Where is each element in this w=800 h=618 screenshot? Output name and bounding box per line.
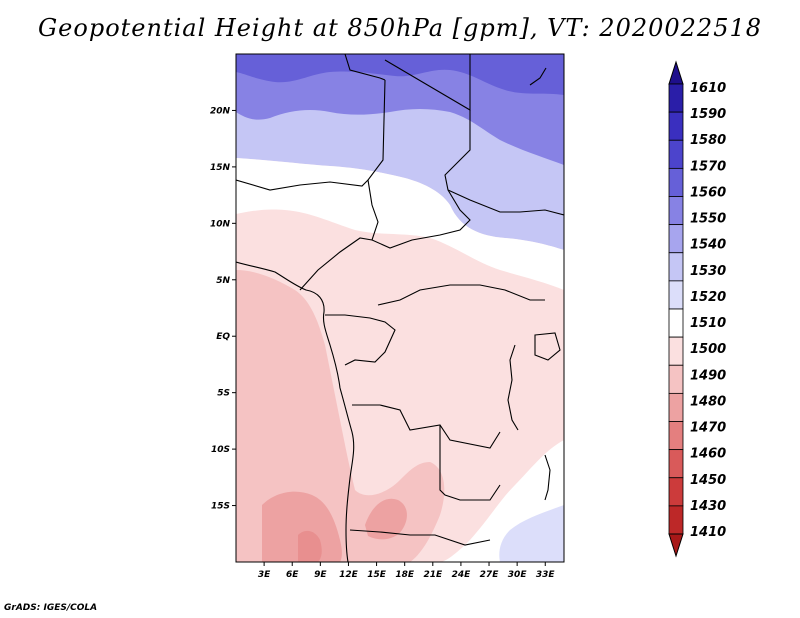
colorbar-cell [668,224,684,254]
colorbar-label: 1520 [690,290,726,305]
colorbar-cell [668,139,684,169]
colorbar-label: 1540 [690,238,726,253]
lon-tick-label: 9E [314,570,327,580]
colorbar-label: 1550 [690,212,726,227]
map-frame [235,53,565,563]
colorbar-cell [668,280,684,310]
lat-tick-label: 5S [217,389,230,399]
colorbar-top-arrow [668,60,684,85]
band-1550 [236,54,564,165]
lon-tick-label: 33E [536,570,556,580]
band-1470 [298,530,322,562]
colorbar-cell [668,364,684,394]
west-africa-coast [236,261,355,562]
lat-tick-label: 20N [210,106,231,116]
lon-tick-label: 12E [339,570,359,580]
colorbar-label: 1430 [690,499,726,514]
lon-tick-label: 6E [286,570,299,580]
lat-tick-label: 15S [211,502,230,512]
band-1480-angola [365,498,407,540]
band-1560 [236,54,564,95]
band-1530-south [499,505,564,562]
congo-border [325,314,396,366]
colorbar-cell [668,252,684,282]
lat-tick-label: 10N [210,219,231,229]
latitude-axis: 20N 15N 10N 5N EQ 5S 10S 15S [210,106,236,512]
car-drc-border [377,284,545,306]
colorbar-cell [668,477,684,507]
niger-nigeria-border [236,179,369,191]
colorbar-label: 1450 [690,473,726,488]
lon-tick-label: 27E [480,570,500,580]
namibia-border [349,529,491,546]
colorbar-cell [668,505,684,535]
nigeria-cameroon-border [299,237,373,291]
colorbar-label: 1510 [690,316,726,331]
colorbar-label: 1610 [690,81,726,96]
libya-algeria-border [344,54,386,81]
great-lakes [507,344,519,431]
colorbar-cell [668,392,684,422]
red-sea-coast [529,67,547,86]
colorbar-cell [668,196,684,226]
colorbar-cell [668,336,684,366]
lat-tick-label: 10S [211,445,230,455]
angola-zambia-border [439,425,501,501]
colorbar-label: 1410 [690,525,726,540]
colorbar-label: 1500 [690,342,726,357]
lon-tick-label: 21E [423,570,443,580]
colorbar-legend: 1610 1590 1580 1570 1560 1550 1540 1530 1520 1510… [668,60,726,558]
lake-victoria [534,332,561,361]
colorbar-label: 1570 [690,159,726,174]
band-1490 [236,270,445,562]
colorbar-cell [668,421,684,451]
lon-tick-label: 30E [508,570,528,580]
lon-tick-label: 18E [395,570,415,580]
colorbar-cell [668,308,684,338]
colorbar-label: 1460 [690,447,726,462]
band-1510 [236,158,564,290]
colorbar-cell [668,111,684,141]
colorbar-label: 1590 [690,107,726,122]
colorbar-bottom-arrow [668,533,684,558]
grads-credit: GrADS: IGES/COLA [4,603,98,613]
map-title: Geopotential Height at 850hPa [gpm], VT:… [38,14,762,42]
colorbar-label: 1560 [690,185,726,200]
colorbar-label: 1480 [690,394,726,409]
height-field [236,54,564,562]
lat-tick-label: 15N [210,163,231,173]
lon-tick-label: 24E [452,570,472,580]
band-1480 [262,491,342,562]
lon-tick-label: 15E [367,570,387,580]
colorbar-label: 1580 [690,133,726,148]
lon-tick-label: 3E [258,570,271,580]
lat-tick-label: 5N [216,276,230,286]
longitude-axis: 3E 6E 9E 12E 15E 18E 21E 24E 27E 30E 33E [258,562,556,580]
lat-tick-label: EQ [216,332,230,342]
boundaries [236,54,564,562]
drc-angola-border [352,404,501,449]
colorbar-cell [668,449,684,479]
lake-malawi [544,454,551,501]
colorbar-cell [668,83,684,113]
colorbar-label: 1530 [690,264,726,279]
sudan-border [444,110,564,216]
colorbar-label: 1470 [690,421,726,436]
colorbar-cell [668,167,684,197]
colorbar-label: 1490 [690,368,726,383]
